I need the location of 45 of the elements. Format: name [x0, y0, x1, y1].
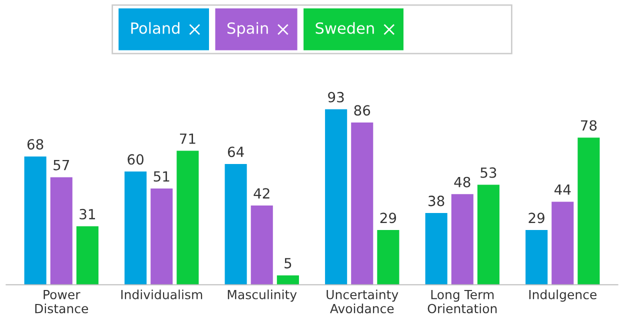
data-label: 31 — [80, 208, 95, 220]
text: Poland — [131, 22, 180, 34]
x-tick-label: Long Term Orientation — [428, 290, 497, 314]
data-label: 78 — [580, 120, 597, 131]
data-label: 93 — [328, 92, 344, 102]
bar — [276, 275, 299, 285]
data-label: 5 — [284, 258, 292, 268]
data-label: 38 — [428, 196, 444, 206]
data-label: 51 — [154, 171, 170, 182]
bar — [24, 156, 46, 285]
data-label: 42 — [254, 188, 270, 198]
bar — [477, 184, 500, 285]
text: Spain — [227, 22, 268, 37]
data-label: 44 — [554, 184, 571, 195]
data-label: 57 — [54, 160, 70, 170]
x-tick-label: Uncertainty Avoidance — [326, 290, 398, 314]
text: Sweden — [316, 22, 374, 34]
bar — [451, 194, 474, 285]
data-label: 68 — [27, 139, 44, 150]
data-label: 60 — [128, 154, 144, 165]
bar — [224, 164, 247, 285]
bar — [150, 188, 173, 285]
x-tick-label: Individualism — [121, 290, 202, 300]
bar — [176, 150, 199, 285]
x-tick-label: Indulgence — [529, 290, 596, 302]
bar — [578, 138, 600, 285]
x-tick-label: Power Distance — [35, 290, 88, 314]
bar — [526, 230, 548, 285]
bar — [124, 172, 147, 285]
bar — [325, 109, 348, 285]
bar — [250, 206, 273, 285]
bar — [50, 177, 72, 285]
data-label: 71 — [180, 134, 196, 144]
data-label: 29 — [380, 212, 396, 224]
x-tick-label: Masculinity — [228, 290, 297, 302]
data-label: 64 — [228, 146, 244, 158]
data-label: 48 — [454, 176, 470, 188]
bar — [377, 230, 400, 285]
bar — [552, 202, 574, 285]
data-label: 29 — [528, 212, 544, 224]
data-label: 53 — [480, 167, 496, 178]
data-label: 86 — [354, 105, 370, 116]
bar — [425, 213, 448, 285]
bar — [351, 122, 374, 285]
bar — [76, 226, 98, 285]
